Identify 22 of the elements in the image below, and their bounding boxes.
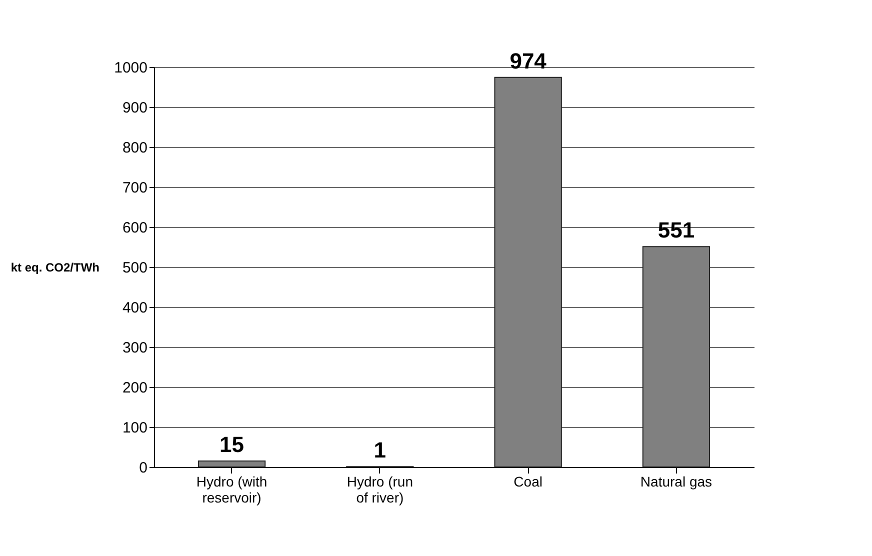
y-tick-label: 200 (122, 380, 148, 396)
x-tick-label: Hydro (with reservoir) (196, 474, 268, 506)
y-tick-label: 900 (122, 100, 148, 116)
y-tick-label: 700 (122, 180, 148, 196)
y-axis-title: kt eq. CO2/TWh (10, 260, 100, 274)
y-tick-label: 400 (122, 300, 148, 316)
y-tick-label: 100 (122, 420, 148, 436)
y-tick-label: 500 (122, 260, 148, 276)
y-tick-label: 0 (139, 460, 148, 476)
x-tick-label: Coal (514, 474, 542, 490)
data-label: 15 (220, 432, 244, 457)
data-label: 974 (510, 48, 548, 74)
y-tick-label: 300 (122, 340, 148, 356)
x-tick-label: Hydro (run of river) (346, 474, 413, 506)
y-tick-label: 800 (122, 140, 148, 156)
bar (642, 246, 710, 468)
y-tick-label: 1000 (114, 60, 148, 76)
x-tick-label: Natural gas (640, 474, 712, 490)
bar (198, 460, 266, 468)
data-label: 1 (374, 438, 386, 463)
bar (494, 76, 562, 468)
y-tick-label: 600 (122, 220, 148, 236)
